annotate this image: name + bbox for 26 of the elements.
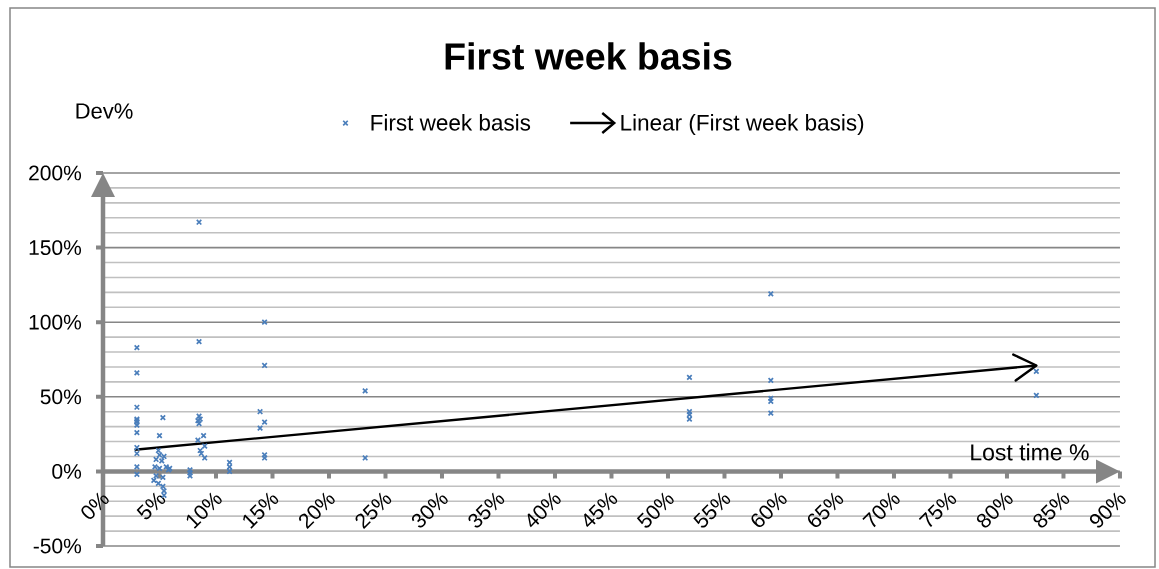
x-tick-label: 50% xyxy=(636,492,674,528)
y-tick-label: 50% xyxy=(40,389,82,405)
x-tick-label: 85% xyxy=(1033,492,1070,528)
x-tick-label: 65% xyxy=(807,492,844,528)
x-tick-label: 75% xyxy=(918,492,957,528)
y-tick-label: 0% xyxy=(52,463,82,479)
legend-label: First week basis xyxy=(371,114,531,131)
legend-label: Linear (First week basis) xyxy=(621,114,864,136)
x-tick-label: 55% xyxy=(693,492,731,528)
x-tick-label: 35% xyxy=(468,492,505,528)
x-tick-label: 60% xyxy=(751,492,787,528)
y-tick-label: 100% xyxy=(29,314,82,330)
x-axis-title: Lost time % xyxy=(971,443,1089,461)
y-tick-label: 200% xyxy=(29,165,82,181)
x-tick-label: 5% xyxy=(136,492,166,520)
y-tick-label: 150% xyxy=(29,240,82,256)
x-tick-label: 40% xyxy=(527,492,561,528)
x-tick-label: 45% xyxy=(584,492,618,528)
y-axis-title: Dev% xyxy=(76,103,133,119)
y-tick-label: -50% xyxy=(33,538,82,554)
x-tick-label: 30% xyxy=(411,492,448,528)
chart-title: First week basis xyxy=(445,42,732,70)
x-tick-label: 90% xyxy=(1089,492,1126,528)
x-tick-label: 80% xyxy=(976,492,1013,528)
x-tick-label: 70% xyxy=(862,492,900,528)
x-tick-label: 0% xyxy=(81,492,109,519)
